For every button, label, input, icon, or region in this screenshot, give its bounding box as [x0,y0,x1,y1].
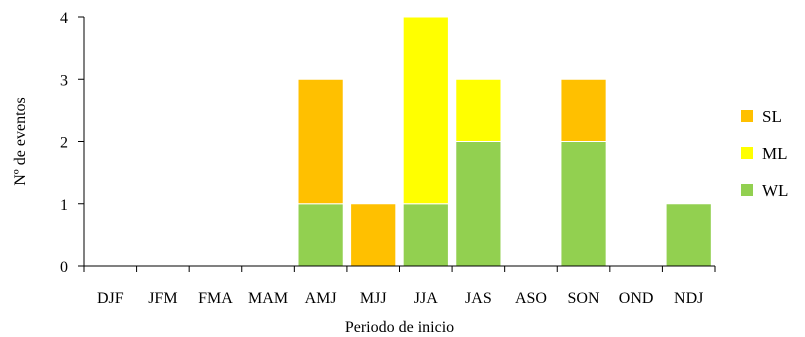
x-tick-label-amj: AMJ [305,290,337,307]
y-axis-title: Nº de eventos [12,97,29,186]
y-tick-label: 3 [60,72,68,89]
legend-label-sl: SL [762,107,782,126]
legend-swatch-wl [741,184,753,196]
x-axis-title: Periodo de inicio [345,319,454,336]
x-ticks: DJF JFM FMA MAM AMJ MJJ JJA JAS ASO SON OND NDJ [83,266,716,307]
bar-son-sl [560,78,607,142]
y-tick-label: 2 [60,135,68,152]
x-tick-label-djf: DJF [97,290,124,307]
x-tick-label-son: SON [568,290,600,307]
bars-layer [297,16,712,267]
legend-swatch-sl [741,110,753,122]
y-tick-label: 0 [60,259,68,276]
y-tick-label: 1 [60,197,68,214]
bar-son-wl [560,141,607,267]
bar-jas-wl [455,141,502,267]
x-tick-label-jja: JJA [414,290,438,307]
y-ticks: 0 1 2 3 4 [60,10,84,276]
bar-amj-sl [297,78,344,205]
bar-jas-ml [455,78,502,142]
legend-label-ml: ML [762,144,788,163]
bar-ndj-wl [665,203,712,267]
legend: SL ML WL [741,107,788,200]
x-tick-label-ndj: NDJ [674,290,703,307]
bar-jja-wl [402,203,449,267]
x-tick-label-ond: OND [619,290,654,307]
x-tick-label-jfm: JFM [148,290,177,307]
x-tick-label-jas: JAS [465,290,492,307]
bar-jja-ml [402,16,449,205]
x-tick-label-mam: MAM [248,290,288,307]
x-tick-label-fma: FMA [198,290,233,307]
bar-mjj-sl [350,203,397,267]
legend-label-wl: WL [762,181,788,200]
legend-swatch-ml [741,147,753,159]
x-tick-label-aso: ASO [515,290,547,307]
bar-amj-wl [297,203,344,267]
y-tick-label: 4 [60,10,68,27]
x-tick-label-mjj: MJJ [360,290,387,307]
